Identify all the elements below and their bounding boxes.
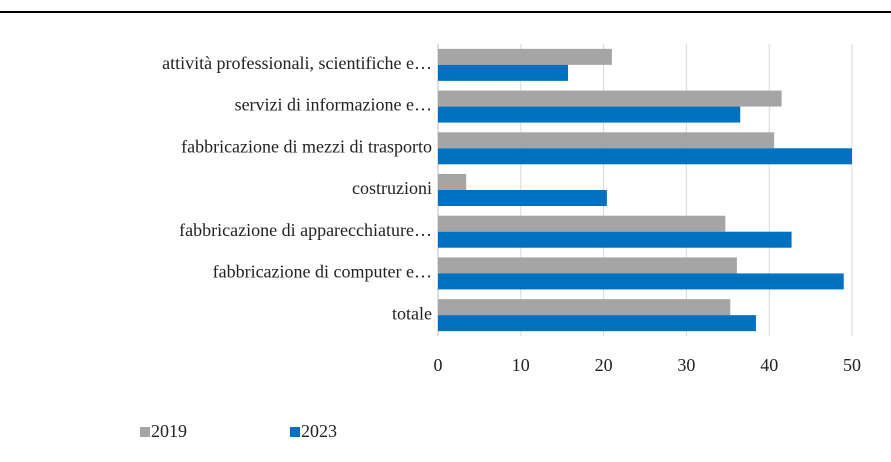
- y-tick-label: fabbricazione di computer e…: [213, 262, 432, 282]
- bar: [438, 106, 741, 123]
- bar: [438, 257, 737, 274]
- bar: [438, 174, 467, 190]
- bar: [438, 231, 792, 248]
- bar: [438, 90, 782, 107]
- y-tick-label: totale: [392, 303, 432, 323]
- x-tick-label: 30: [677, 355, 695, 375]
- y-tick-label: fabbricazione di apparecchiature…: [179, 220, 432, 240]
- y-tick-label: attività professionali, scientifiche e…: [162, 53, 432, 73]
- bar: [438, 273, 844, 290]
- x-tick-label: 50: [843, 355, 861, 375]
- y-tick-label: servizi di informazione e…: [235, 95, 432, 115]
- legend-swatch: [290, 427, 300, 437]
- x-tick-label: 10: [512, 355, 530, 375]
- x-tick-label: 40: [760, 355, 778, 375]
- bar: [438, 64, 568, 81]
- bar: [438, 299, 731, 316]
- bar: [438, 132, 775, 149]
- legend-swatch: [140, 427, 150, 437]
- bar: [438, 190, 607, 206]
- x-tick-label: 0: [434, 355, 443, 375]
- bar: [438, 215, 726, 232]
- legend-label: 2019: [151, 421, 187, 441]
- bar: [438, 315, 756, 332]
- bar: [438, 148, 852, 165]
- bar: [438, 48, 612, 65]
- y-tick-label: costruzioni: [352, 178, 432, 198]
- y-tick-label: fabbricazione di mezzi di trasporto: [181, 136, 432, 156]
- legend-label: 2023: [301, 421, 337, 441]
- x-tick-label: 20: [595, 355, 613, 375]
